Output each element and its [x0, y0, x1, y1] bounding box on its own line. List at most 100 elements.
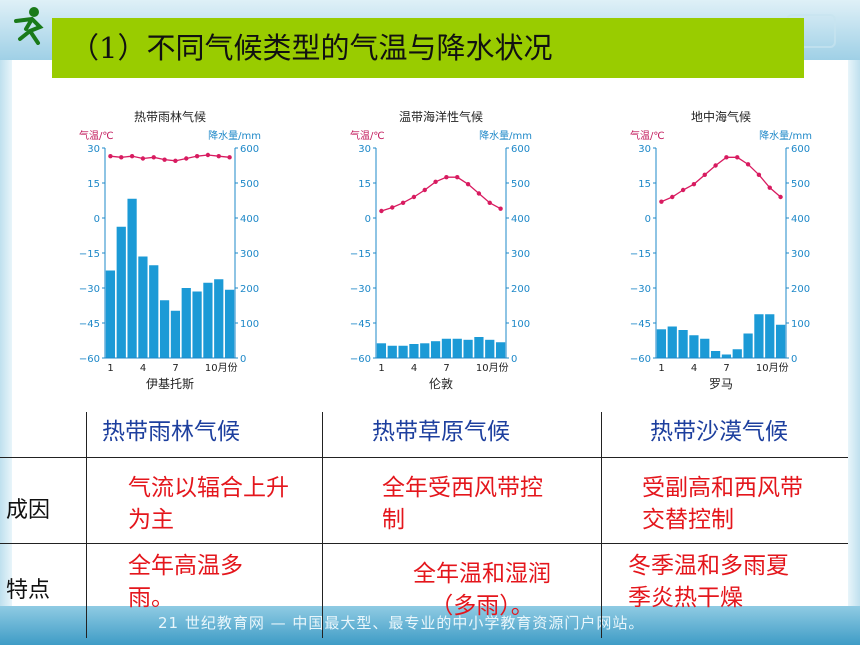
precipitation-bar [765, 314, 775, 358]
temperature-point [216, 153, 221, 159]
temperature-point [162, 157, 167, 162]
precipitation-bar [159, 300, 170, 358]
temperature-point [173, 158, 178, 164]
footer-text: 21 世纪教育网 — 中国最大型、最专业的中小学教育资源门户网站。 [158, 614, 645, 632]
precipitation-bar [170, 310, 181, 358]
station-name: 伊基托斯 [146, 377, 194, 391]
temperature-point [659, 199, 664, 204]
month-tick-label: 10月份 [756, 362, 789, 374]
precipitation-bar [387, 345, 397, 358]
precipitation-tick-label: 300 [240, 249, 259, 260]
station-name: 伦敦 [429, 376, 453, 391]
temperature-point [724, 155, 729, 160]
precipitation-bar [224, 289, 235, 358]
climate-chart-maritime: 温带海洋性气候 气温/℃ 降水量/mm 30 15 0 −15 −30 −45 −60 600 500… [346, 108, 536, 396]
temperature-point [713, 163, 718, 168]
precipitation-bar [203, 282, 213, 358]
month-tick-label: 10月份 [476, 362, 509, 374]
runner-logo-icon [14, 7, 44, 45]
temperature-tick-label: −45 [79, 319, 100, 330]
temperature-point [735, 155, 740, 160]
month-tick-label: 7 [172, 363, 178, 374]
precipitation-tick-label: 600 [511, 144, 530, 155]
temperature-tick-label: −45 [350, 319, 371, 330]
temperature-point [184, 156, 189, 161]
precipitation-bar [441, 338, 452, 358]
table-header-col1: 热带雨林气候 [102, 419, 240, 445]
precipitation-axis-label: 降水量/mm [479, 129, 532, 142]
precipitation-tick-label: 400 [240, 214, 259, 225]
precipitation-tick-label: 200 [240, 284, 259, 295]
temperature-tick-label: −30 [350, 284, 371, 295]
precipitation-tick-label: 400 [511, 214, 530, 225]
month-tick-label: 4 [411, 363, 417, 374]
temperature-tick-label: 15 [87, 179, 100, 190]
month-tick-label: 1 [658, 363, 664, 374]
temperature-tick-label: 15 [358, 179, 371, 190]
climate-chart-rainforest: 热带雨林气候 气温/℃ 降水量/mm 30 15 0 −15 −30 −45 −60 600 500 4… [75, 108, 265, 396]
temperature-tick-label: 30 [638, 144, 651, 155]
comparison-table: 热带雨林气候 热带草原气候 热带沙漠气候 成因 特点 气流以辐合上升为主 全年受… [0, 412, 860, 638]
month-tick-label: 4 [140, 363, 146, 374]
precipitation-bar [495, 342, 506, 358]
temperature-tick-label: −30 [630, 284, 651, 295]
precipitation-tick-label: 500 [511, 179, 530, 190]
precipitation-bar [127, 198, 137, 358]
temperature-point [691, 181, 697, 187]
month-tick-label: 7 [723, 363, 729, 374]
temperature-point [194, 153, 200, 159]
chart-title: 热带雨林气候 [134, 109, 206, 124]
temperature-point [205, 152, 211, 158]
month-tick-label: 1 [378, 363, 384, 374]
precipitation-bar [398, 345, 408, 358]
temperature-point [778, 194, 783, 200]
table-header-col2: 热带草原气候 [372, 419, 510, 445]
precipitation-axis-label: 降水量/mm [759, 129, 812, 142]
month-tick-label: 4 [691, 363, 697, 374]
precipitation-tick-label: 600 [240, 144, 259, 155]
temperature-tick-label: −15 [79, 249, 100, 260]
temperature-point [379, 208, 384, 214]
precipitation-tick-label: 0 [240, 354, 246, 365]
temperature-point [444, 174, 449, 180]
temperature-tick-label: −15 [630, 249, 651, 260]
precipitation-tick-label: 0 [511, 354, 517, 365]
table-cell-cause-col1: 气流以辐合上升为主 [128, 475, 289, 533]
precipitation-bar [689, 335, 699, 358]
precipitation-bar [678, 330, 688, 358]
table-divider [86, 412, 87, 638]
precipitation-bar [376, 343, 387, 358]
temperature-point [151, 155, 156, 160]
chart-title: 地中海气候 [691, 109, 751, 124]
precipitation-tick-label: 300 [791, 249, 810, 260]
precipitation-axis-label: 降水量/mm [208, 129, 261, 142]
precipitation-bar [420, 343, 430, 358]
precipitation-tick-label: 600 [791, 144, 810, 155]
temperature-point [422, 187, 427, 193]
precipitation-tick-label: 300 [511, 249, 530, 260]
precipitation-bar [474, 337, 484, 358]
precipitation-bar [149, 265, 159, 358]
temperature-point [390, 205, 395, 210]
temperature-point [756, 172, 762, 178]
temperature-tick-label: −60 [79, 354, 100, 365]
temperature-axis-label: 气温/℃ [79, 129, 114, 142]
table-divider [322, 412, 323, 638]
precipitation-tick-label: 100 [240, 319, 259, 330]
precipitation-tick-label: 200 [791, 284, 810, 295]
precipitation-bar [463, 339, 473, 358]
precipitation-bar [754, 314, 764, 358]
precipitation-bar [452, 338, 462, 358]
temperature-tick-label: 30 [87, 144, 100, 155]
precipitation-tick-label: 200 [511, 284, 530, 295]
temperature-tick-label: −60 [630, 354, 651, 365]
temperature-point [702, 172, 707, 178]
temperature-axis-label: 气温/℃ [350, 129, 385, 142]
temperature-point [433, 179, 438, 185]
precipitation-bar [116, 226, 126, 358]
precipitation-bar [181, 288, 191, 358]
station-name: 罗马 [709, 377, 733, 391]
temperature-point [487, 200, 492, 206]
temperature-point [498, 206, 503, 211]
